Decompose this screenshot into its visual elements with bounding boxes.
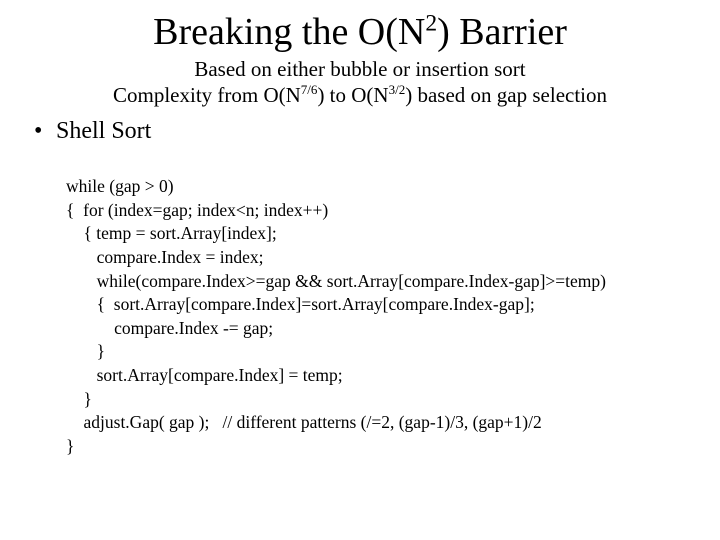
subtitle-line-1: Based on either bubble or insertion sort — [20, 56, 700, 82]
subtitle-exp-2: 3/2 — [389, 82, 406, 97]
slide: Breaking the O(N2) Barrier Based on eith… — [0, 0, 720, 540]
bullet-shell-sort: Shell Sort — [34, 116, 700, 147]
code-line: { for (index=gap; index<n; index++) — [66, 200, 328, 220]
code-line: while(compare.Index>=gap && sort.Array[c… — [66, 271, 606, 291]
title-exponent: 2 — [425, 10, 437, 36]
code-line: compare.Index -= gap; — [66, 318, 273, 338]
code-line: while (gap > 0) — [66, 176, 174, 196]
slide-title: Breaking the O(N2) Barrier — [20, 12, 700, 54]
code-block: while (gap > 0) { for (index=gap; index<… — [66, 151, 700, 458]
subtitle-exp-1: 7/6 — [301, 82, 318, 97]
subtitle-2a: Complexity from O(N — [113, 83, 301, 107]
subtitle-2c: ) based on gap selection — [405, 83, 607, 107]
code-line: } — [66, 436, 74, 456]
code-line: sort.Array[compare.Index] = temp; — [66, 365, 343, 385]
code-line: adjust.Gap( gap ); // different patterns… — [66, 412, 542, 432]
title-text-post: ) Barrier — [437, 11, 567, 53]
code-line: } — [66, 341, 105, 361]
code-line: { sort.Array[compare.Index]=sort.Array[c… — [66, 294, 535, 314]
bullet-list: Shell Sort — [34, 116, 700, 147]
subtitle-2b: ) to O(N — [317, 83, 388, 107]
code-line: } — [66, 389, 92, 409]
slide-subtitle: Based on either bubble or insertion sort… — [20, 56, 700, 109]
code-line: { temp = sort.Array[index]; — [66, 223, 277, 243]
code-line: compare.Index = index; — [66, 247, 263, 267]
title-text-pre: Breaking the O(N — [153, 11, 425, 53]
subtitle-line-2: Complexity from O(N7/6) to O(N3/2) based… — [20, 82, 700, 108]
